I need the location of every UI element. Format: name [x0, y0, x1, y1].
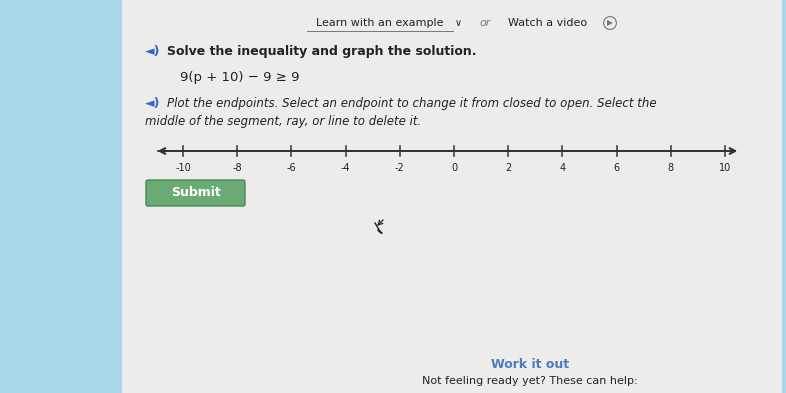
Text: Work it out: Work it out	[491, 358, 569, 371]
Text: 2: 2	[505, 163, 512, 173]
Text: -2: -2	[395, 163, 405, 173]
Text: 9(p + 10) − 9 ≥ 9: 9(p + 10) − 9 ≥ 9	[180, 70, 299, 83]
Text: -4: -4	[341, 163, 351, 173]
Text: ◄): ◄)	[145, 44, 160, 57]
Text: -10: -10	[175, 163, 191, 173]
Text: ▶: ▶	[607, 18, 613, 28]
Text: or: or	[479, 18, 490, 28]
Text: Solve the inequality and graph the solution.: Solve the inequality and graph the solut…	[167, 44, 476, 57]
Text: Plot the endpoints. Select an endpoint to change it from closed to open. Select : Plot the endpoints. Select an endpoint t…	[167, 97, 656, 110]
Text: -8: -8	[233, 163, 242, 173]
Text: -6: -6	[287, 163, 296, 173]
Text: Watch a video: Watch a video	[509, 18, 588, 28]
Text: 0: 0	[451, 163, 457, 173]
Text: Learn with an example: Learn with an example	[316, 18, 444, 28]
Text: Submit: Submit	[171, 187, 220, 200]
Text: ◄): ◄)	[145, 97, 160, 110]
Text: Not feeling ready yet? These can help:: Not feeling ready yet? These can help:	[422, 376, 637, 386]
Text: middle of the segment, ray, or line to delete it.: middle of the segment, ray, or line to d…	[145, 114, 421, 127]
Text: 6: 6	[614, 163, 619, 173]
FancyBboxPatch shape	[146, 180, 245, 206]
Text: 4: 4	[560, 163, 565, 173]
Text: 10: 10	[719, 163, 731, 173]
Text: ∨: ∨	[454, 18, 461, 28]
Text: 8: 8	[668, 163, 674, 173]
